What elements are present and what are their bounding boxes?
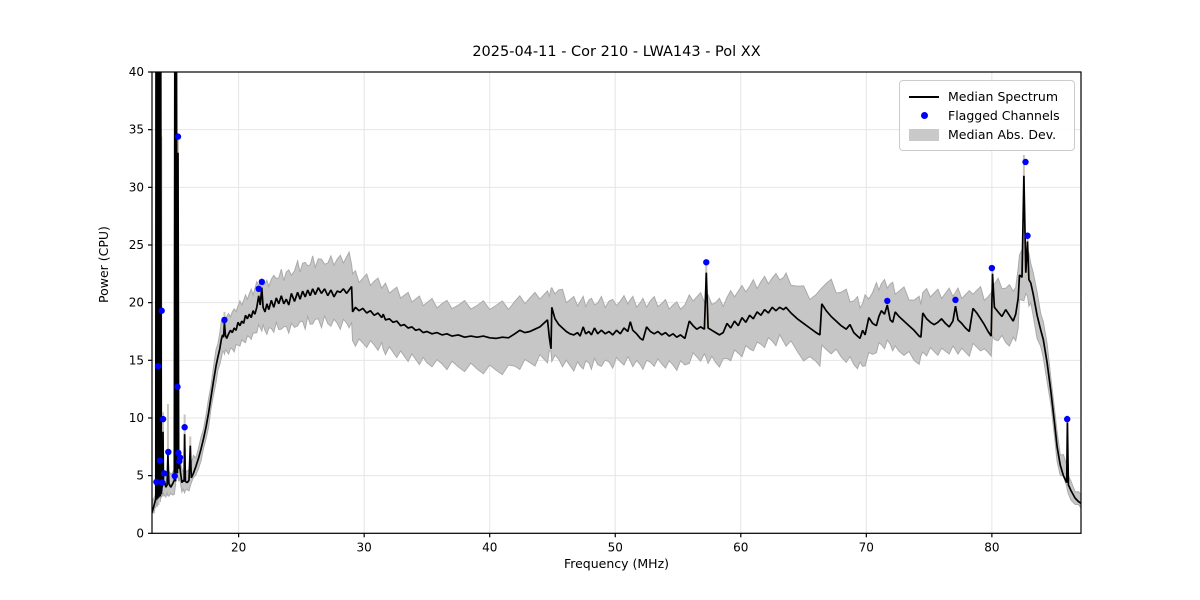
mad-band <box>152 72 1081 515</box>
svg-text:35: 35 <box>129 123 144 137</box>
flagged-channel-dot <box>160 470 168 477</box>
svg-text:0: 0 <box>136 526 144 540</box>
x-axis-label: Frequency (MHz) <box>563 556 670 571</box>
flagged-channel-dot <box>158 479 166 486</box>
flagged-channel-dot <box>176 454 184 461</box>
svg-text:5: 5 <box>136 469 144 483</box>
svg-text:20: 20 <box>231 540 246 554</box>
chart-title: 2025-04-11 - Cor 210 - LWA143 - Pol XX <box>472 44 761 60</box>
median-spectrum-line <box>152 72 1081 513</box>
svg-text:15: 15 <box>129 353 144 367</box>
svg-text:25: 25 <box>129 238 144 252</box>
svg-text:80: 80 <box>984 540 999 554</box>
median-spectrum-line-sample <box>908 95 940 98</box>
flagged-channel-dot <box>171 472 178 480</box>
flagged-channel-dot <box>174 383 181 391</box>
flagged-channel-dot <box>153 478 160 486</box>
legend: Median Spectrum Flagged Channels Median … <box>899 80 1075 151</box>
flagged-channel-dot <box>1022 158 1029 166</box>
flagged-channel-dot <box>221 316 228 324</box>
legend-label: Flagged Channels <box>948 108 1060 123</box>
flagged-channel-dots <box>153 133 1071 486</box>
svg-text:70: 70 <box>859 540 874 554</box>
svg-text:30: 30 <box>129 180 144 194</box>
legend-label: Median Spectrum <box>948 89 1059 104</box>
svg-text:50: 50 <box>608 540 623 554</box>
flagged-channel-dot <box>988 264 996 272</box>
svg-text:40: 40 <box>129 65 144 79</box>
legend-label: Median Abs. Dev. <box>948 127 1057 142</box>
flagged-channel-dot <box>258 278 266 286</box>
svg-text:40: 40 <box>482 540 497 554</box>
flagged-channel-dot <box>159 415 167 423</box>
flagged-channels-marker-sample <box>908 112 940 119</box>
flagged-channel-dot <box>165 448 172 456</box>
svg-text:60: 60 <box>733 540 748 554</box>
legend-item-flagged-channels: Flagged Channels <box>908 106 1065 125</box>
mad-patch-sample <box>908 128 940 141</box>
svg-text:20: 20 <box>129 296 144 310</box>
svg-text:30: 30 <box>357 540 372 554</box>
legend-item-median-abs-dev: Median Abs. Dev. <box>908 125 1065 144</box>
flagged-channel-dot <box>1024 232 1031 239</box>
legend-item-median-spectrum: Median Spectrum <box>908 87 1065 106</box>
flagged-channel-dot <box>703 259 710 266</box>
flagged-channel-dot <box>158 307 165 314</box>
svg-text:10: 10 <box>129 411 144 425</box>
flagged-channel-dot <box>174 133 182 140</box>
flagged-channel-dot <box>156 457 164 464</box>
flagged-channel-dot <box>154 362 162 370</box>
tick-labels: 20 30 40 50 60 70 80 0 5 10 15 20 25 30 35 40 <box>129 65 1000 554</box>
flagged-channel-dot <box>884 297 891 305</box>
flagged-channel-dot <box>952 296 959 304</box>
flagged-channel-dot <box>181 424 188 431</box>
flagged-channel-dot <box>255 285 262 293</box>
flagged-channel-dot <box>1063 415 1071 423</box>
